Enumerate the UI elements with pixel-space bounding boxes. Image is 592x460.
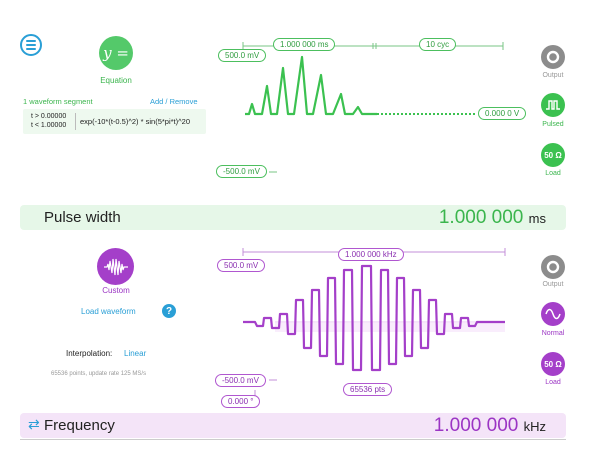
phase-label[interactable]: 0.000 ° <box>221 395 261 408</box>
frequency-value: 1.000 000 <box>433 415 519 436</box>
pulsed-button[interactable] <box>541 93 565 117</box>
custom-mode-button[interactable] <box>97 248 134 285</box>
frequency-unit: kHz <box>523 419 546 434</box>
question-mark-icon[interactable]: ? <box>162 304 176 318</box>
cycles-label[interactable]: 10 cyc <box>419 38 457 51</box>
normal-label: Normal <box>541 330 565 337</box>
frequency-scale-label[interactable]: 1.000 000 kHz <box>338 248 404 261</box>
50-ohm-load-icon: 50 Ω <box>544 359 562 369</box>
output-label-bottom: Output <box>542 281 564 288</box>
points-info: 65536 points, update rate 125 MS/s <box>51 371 147 377</box>
50-ohm-load-icon: 50 Ω <box>544 150 562 160</box>
power-icon <box>546 260 560 274</box>
vmax-label-bottom[interactable]: 500.0 mV <box>217 259 266 272</box>
load-label-bottom: Load <box>545 379 561 386</box>
hamburger-menu-icon <box>26 40 36 42</box>
points-label[interactable]: 65536 pts <box>343 383 393 396</box>
waveform-segments-label: 1 waveform segment <box>23 97 93 106</box>
custom-waveform <box>243 264 505 372</box>
vmax-label[interactable]: 500.0 mV <box>218 49 267 62</box>
pulse-width-title: Pulse width <box>44 209 121 226</box>
swap-arrows-icon[interactable]: ⇄ <box>28 416 40 432</box>
pulse-width-bar[interactable]: Pulse width 1.000 000 ms <box>20 205 566 230</box>
vmin-label-bottom[interactable]: -500.0 mV <box>215 374 266 387</box>
frequency-title: Frequency <box>44 417 115 434</box>
load-waveform-link[interactable]: Load waveform <box>81 307 136 316</box>
pulse-waveform <box>245 55 377 116</box>
burst-wave-icon <box>103 258 128 275</box>
bottom-scope[interactable] <box>215 240 515 405</box>
output-label-top: Output <box>542 72 564 79</box>
offset-label[interactable]: 0.000 0 V <box>478 107 527 120</box>
segment-row[interactable]: t > 0.00000 t < 1.00000 exp(-10*(t-0.5)^… <box>23 109 206 134</box>
pulse-width-unit: ms <box>528 211 546 226</box>
output-button-bottom[interactable] <box>541 255 565 279</box>
power-icon <box>546 50 560 64</box>
normal-button[interactable] <box>541 302 565 326</box>
interpolation-value[interactable]: Linear <box>124 349 147 358</box>
segment-expression: exp(-10*(t-0.5)^2) * sin(5*pi*t)^20 <box>80 117 190 126</box>
load-label-top: Load <box>545 170 561 177</box>
load-button-bottom[interactable]: 50 Ω <box>541 352 565 376</box>
divider <box>20 439 566 440</box>
output-button-top[interactable] <box>541 45 565 69</box>
pulse-width-value: 1.000 000 <box>438 207 524 228</box>
segment-end: t < 1.00000 <box>31 122 67 129</box>
segment-start: t > 0.00000 <box>31 113 67 120</box>
equation-mode-label: Equation <box>100 76 132 85</box>
pulsed-label: Pulsed <box>542 121 564 128</box>
vmin-label[interactable]: -500.0 mV <box>216 165 267 178</box>
pulse-wave-icon <box>546 100 560 110</box>
equation-mode-button[interactable]: y = <box>99 36 133 70</box>
add-remove-link[interactable]: Add / Remove <box>150 97 198 106</box>
sine-wave-icon <box>545 308 561 320</box>
custom-mode-label: Custom <box>102 286 130 295</box>
interpolation-label: Interpolation: <box>66 349 113 358</box>
menu-button[interactable] <box>20 34 42 56</box>
load-button-top[interactable]: 50 Ω <box>541 143 565 167</box>
time-scale-label[interactable]: 1.000 000 ms <box>273 38 336 51</box>
frequency-bar[interactable]: ⇄ Frequency 1.000 000 kHz <box>20 413 566 438</box>
